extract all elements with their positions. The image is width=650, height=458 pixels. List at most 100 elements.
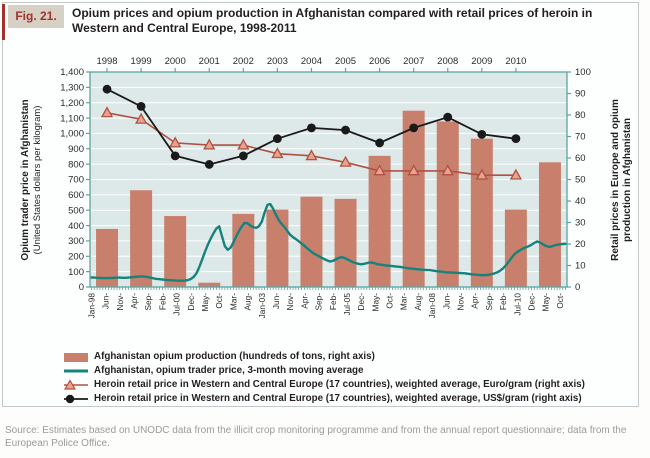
svg-text:100: 100: [68, 267, 84, 278]
svg-text:Oct-: Oct-: [214, 293, 224, 309]
production-bar: [266, 209, 289, 287]
svg-text:Nov-: Nov-: [285, 293, 295, 311]
svg-text:400: 400: [68, 221, 84, 232]
svg-text:1,200: 1,200: [60, 98, 84, 109]
euro-triangle-marker: [271, 147, 284, 159]
svg-text:10: 10: [575, 261, 586, 272]
euro-triangle-marker: [100, 106, 114, 118]
svg-text:Nov-: Nov-: [115, 293, 125, 311]
svg-text:Jun-: Jun-: [441, 293, 451, 309]
svg-text:90: 90: [575, 89, 586, 100]
svg-text:1,100: 1,100: [60, 113, 84, 124]
usd-circle-marker: [477, 129, 487, 139]
bar-swatch-icon: [62, 350, 92, 362]
svg-text:300: 300: [68, 236, 84, 247]
production-bar: [470, 138, 493, 287]
euro-triangle-marker: [407, 164, 420, 176]
production-bar: [504, 209, 527, 287]
usd-circle-marker: [102, 84, 112, 94]
svg-text:Dec-: Dec-: [356, 293, 366, 311]
svg-text:Jan-08: Jan-08: [427, 293, 437, 319]
production-bar: [198, 282, 221, 287]
legend-item-heroin-euro: Heroin retail price in Western and Centr…: [62, 377, 622, 391]
svg-text:Feb-: Feb-: [328, 293, 338, 310]
usd-circle-marker: [272, 134, 282, 144]
production-bar: [300, 196, 323, 287]
usd-circle-marker: [341, 125, 350, 135]
svg-text:0: 0: [575, 282, 580, 293]
svg-text:1,400: 1,400: [60, 67, 84, 78]
svg-text:50: 50: [575, 175, 586, 186]
production-bar: [368, 155, 391, 287]
euro-triangle-marker: [135, 112, 148, 124]
combo-chart: 01002003004005006007008009001,0001,1001,…: [60, 56, 591, 319]
svg-text:Aug-: Aug-: [243, 293, 253, 311]
svg-text:40: 40: [575, 196, 586, 207]
legend: Afghanistan opium production (hundreds o…: [62, 349, 622, 405]
svg-text:20: 20: [575, 239, 586, 250]
left-axis-title-main: Opium trader price in Afghanistan: [20, 99, 31, 261]
production-bar: [164, 216, 187, 287]
svg-text:Jan-03: Jan-03: [257, 293, 267, 319]
opium-price-line: [90, 202, 567, 282]
svg-text:Nov-: Nov-: [456, 293, 466, 311]
euro-triangle-marker: [475, 168, 488, 180]
svg-text:600: 600: [68, 190, 84, 201]
teal-line-icon: [62, 364, 92, 376]
source-text: Source: Estimates based on UNODC data fr…: [5, 425, 627, 449]
svg-text:Sep-: Sep-: [484, 293, 494, 311]
month-axis-labels: Jan-98 Jun- Nov- Apr- Sep- Feb- Jul-00 Dec- May-…: [86, 287, 566, 319]
svg-text:70: 70: [575, 132, 586, 143]
svg-text:700: 700: [68, 175, 84, 186]
svg-text:Apr-: Apr-: [470, 293, 480, 309]
figure-title: Opium prices and opium production in Afg…: [72, 6, 593, 35]
svg-text:May-: May-: [541, 293, 551, 312]
svg-text:60: 60: [575, 153, 586, 164]
euro-triangle-marker: [441, 164, 454, 176]
usd-circle-marker: [170, 151, 180, 161]
usd-circle-marker: [307, 123, 316, 133]
svg-text:Oct-: Oct-: [385, 293, 395, 309]
svg-text:100: 100: [575, 67, 591, 78]
svg-text:1,000: 1,000: [60, 129, 84, 140]
production-bar: [538, 162, 561, 287]
usd-circle-marker: [136, 102, 146, 111]
svg-text:1998: 1998: [96, 56, 117, 67]
svg-text:200: 200: [68, 251, 84, 262]
svg-text:0: 0: [79, 282, 84, 293]
right-axis-title-line1: Retail prices in Europe and opium: [610, 99, 621, 261]
svg-text:500: 500: [68, 205, 84, 216]
euro-triangle-marker: [509, 168, 522, 180]
svg-text:Jan-98: Jan-98: [86, 293, 96, 319]
svg-text:Apr-: Apr-: [129, 293, 139, 309]
svg-text:Jun-: Jun-: [101, 293, 111, 309]
svg-text:Sep-: Sep-: [314, 293, 324, 311]
svg-text:Aug-: Aug-: [413, 293, 423, 311]
euro-triangle-marker: [237, 138, 250, 150]
svg-text:30: 30: [575, 218, 586, 229]
usd-circle-marker: [204, 160, 214, 169]
year-axis-labels: 1998 1999 2000 2001 2002 2003 2004 2005 2006 2007…: [96, 56, 526, 72]
euro-triangle-marker: [339, 155, 352, 167]
svg-text:May-: May-: [370, 293, 380, 312]
usd-circle-marker: [511, 134, 521, 144]
svg-text:2000: 2000: [165, 56, 186, 67]
production-bar: [96, 228, 119, 287]
circle-line-icon: [62, 392, 92, 404]
production-bar: [334, 198, 357, 287]
svg-text:Feb-: Feb-: [157, 293, 167, 310]
axes: 01002003004005006007008009001,0001,1001,…: [60, 67, 591, 293]
svg-text:2003: 2003: [267, 56, 288, 67]
svg-text:Mar-: Mar-: [399, 293, 409, 310]
production-bar: [436, 121, 459, 287]
svg-text:Jun-: Jun-: [271, 293, 281, 309]
svg-text:2001: 2001: [199, 56, 220, 67]
euro-triangle-marker: [373, 164, 386, 176]
legend-item-production: Afghanistan opium production (hundreds o…: [62, 349, 622, 363]
right-axis-title-line2: production in Afghanistan: [622, 117, 633, 243]
svg-text:900: 900: [68, 144, 84, 155]
euro-triangle-marker: [169, 136, 182, 148]
svg-text:Oct-: Oct-: [555, 293, 565, 309]
svg-text:2002: 2002: [233, 56, 254, 67]
